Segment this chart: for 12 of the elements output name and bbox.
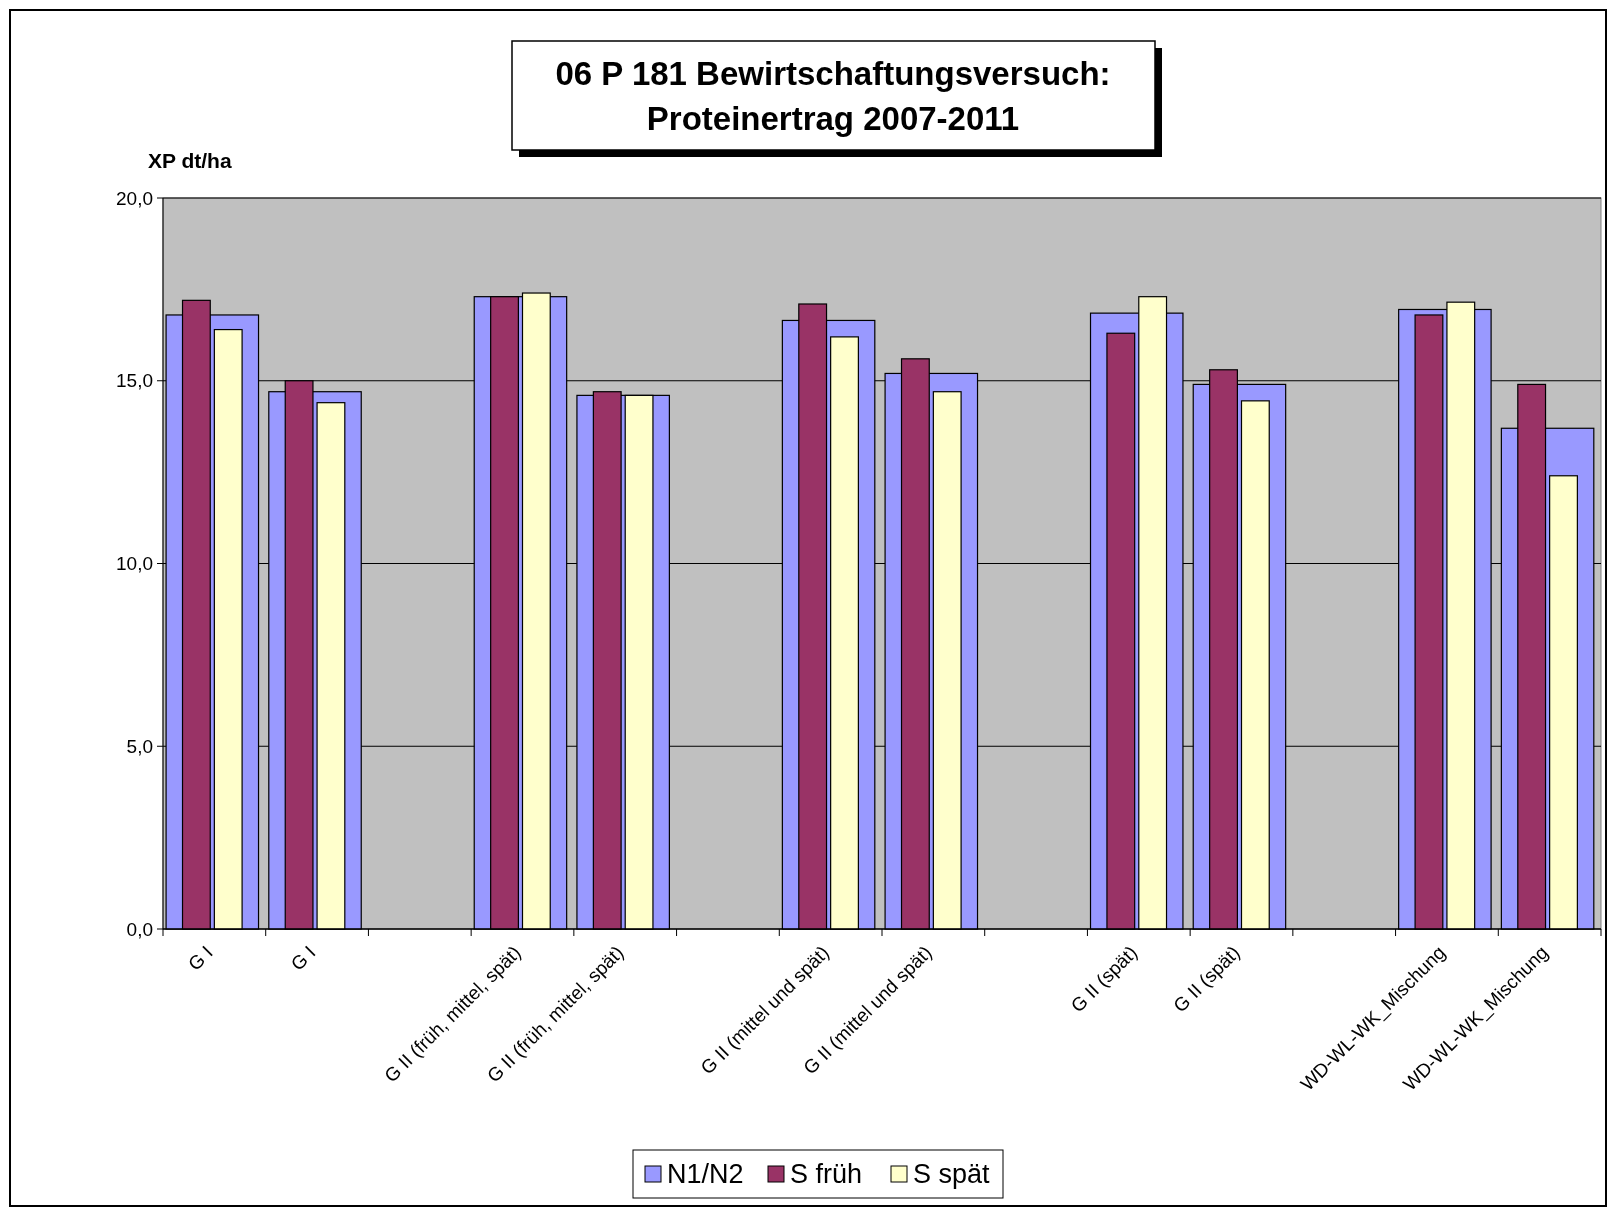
legend-label: S früh [790, 1159, 863, 1190]
x-tick-label: G I [286, 941, 320, 975]
y-tick-label: 20,0 [116, 187, 153, 209]
chart-title: 06 P 181 Bewirtschaftungsversuch: Proteinertrag 2007-2011 [555, 55, 1111, 137]
y-tick-label: 0,0 [126, 918, 153, 940]
x-tick-label: G I [183, 941, 217, 975]
y-tick-label: 15,0 [116, 370, 153, 392]
y-tick-label: 5,0 [126, 735, 153, 757]
y-tick-label: 10,0 [116, 553, 153, 575]
y-axis-title: XP dt/ha [148, 149, 232, 172]
legend-label: N1/N2 [667, 1159, 744, 1190]
legend-label: S spät [913, 1159, 991, 1190]
